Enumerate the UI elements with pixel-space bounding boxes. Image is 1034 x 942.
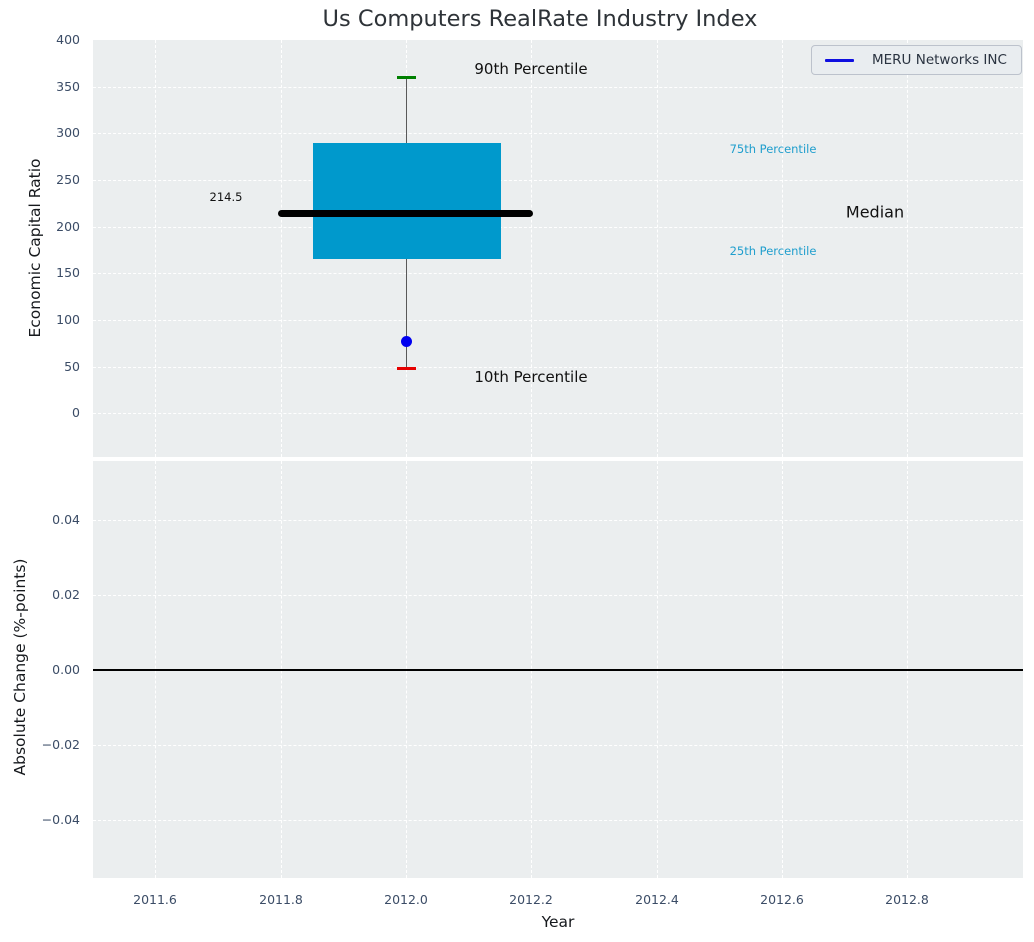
gridline <box>907 40 908 457</box>
y-tick-label: 400 <box>56 31 80 47</box>
legend-line-swatch <box>825 58 854 62</box>
x-tick-label: 2012.0 <box>384 892 428 907</box>
x-tick-label: 2012.4 <box>635 892 679 907</box>
legend-label: MERU Networks INC <box>872 52 1007 68</box>
median-line <box>278 209 533 217</box>
company-data-point <box>400 335 412 347</box>
gridline <box>93 413 1023 414</box>
subplot-divider <box>93 457 1023 461</box>
top-y-axis-title: Economic Capital Ratio <box>26 158 44 338</box>
iqr-box <box>313 143 501 259</box>
p10-whisker-cap <box>397 367 416 370</box>
y-tick-label: 100 <box>56 311 80 327</box>
chart-title: Us Computers RealRate Industry Index <box>322 6 758 32</box>
y-tick-label: 350 <box>56 78 80 94</box>
gridline <box>93 133 1023 134</box>
x-tick-label: 2012.6 <box>760 892 804 907</box>
p10-annotation: 10th Percentile <box>474 368 588 386</box>
median-value-label: 214.5 <box>209 190 243 204</box>
gridline <box>93 367 1023 368</box>
zero-reference-line <box>93 669 1023 671</box>
gridline <box>93 273 1023 274</box>
bottom-y-axis-title: Absolute Change (%-points) <box>11 558 29 776</box>
x-tick-label: 2012.8 <box>885 892 929 907</box>
gridline <box>93 87 1023 88</box>
p90-whisker-cap <box>397 76 416 79</box>
y-tick-label: 50 <box>64 358 80 374</box>
y-tick-label: 200 <box>56 218 80 234</box>
x-tick-label: 2011.6 <box>133 892 177 907</box>
y-tick-label: 300 <box>56 124 80 140</box>
gridline <box>93 820 1023 821</box>
bottom-plot-area <box>93 461 1023 878</box>
p90-annotation: 90th Percentile <box>474 60 588 78</box>
gridline <box>93 520 1023 521</box>
x-tick-label: 2012.2 <box>509 892 553 907</box>
gridline <box>93 320 1023 321</box>
median-annotation: Median <box>845 202 905 222</box>
gridline <box>281 40 282 457</box>
gridline <box>93 745 1023 746</box>
y-tick-label: 150 <box>56 264 80 280</box>
x-tick-label: 2011.8 <box>259 892 303 907</box>
y-tick-label: 0.02 <box>52 586 80 602</box>
y-tick-label: 250 <box>56 171 80 187</box>
y-tick-label: 0.04 <box>52 511 80 527</box>
p25-annotation: 25th Percentile <box>729 244 817 258</box>
legend[interactable]: MERU Networks INC <box>811 45 1022 75</box>
p75-annotation: 75th Percentile <box>729 142 817 156</box>
gridline <box>155 40 156 457</box>
gridline <box>782 40 783 457</box>
x-axis-title: Year <box>541 913 575 931</box>
y-tick-label: 0 <box>72 404 80 420</box>
y-tick-label: −0.02 <box>41 736 80 752</box>
y-tick-label: −0.04 <box>41 811 80 827</box>
gridline <box>93 227 1023 228</box>
gridline <box>93 180 1023 181</box>
top-plot-area: 90th Percentile 10th Percentile 75th Per… <box>93 40 1023 457</box>
gridline <box>531 40 532 457</box>
gridline <box>93 595 1023 596</box>
gridline <box>657 40 658 457</box>
y-tick-label: 0.00 <box>52 661 80 677</box>
